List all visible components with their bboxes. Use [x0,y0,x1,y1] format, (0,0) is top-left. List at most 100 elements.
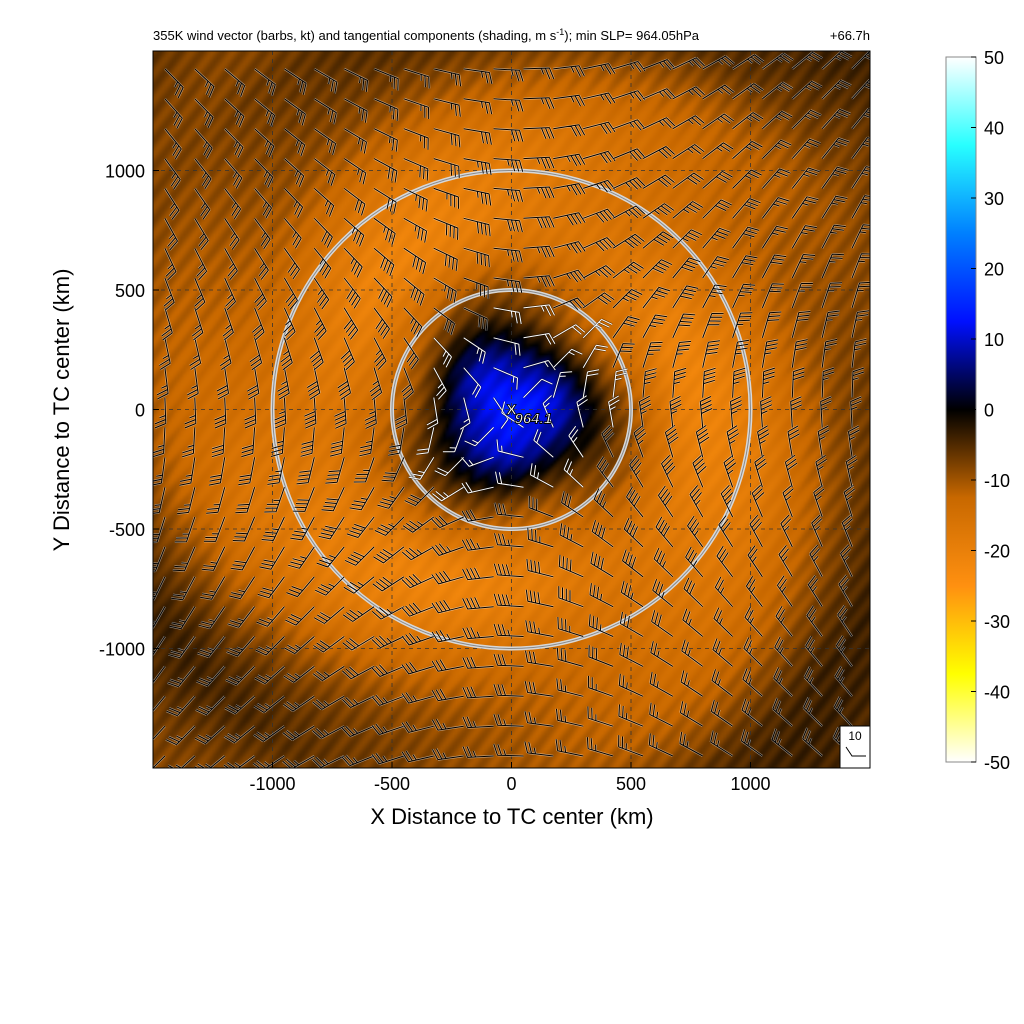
wind-barb [612,61,646,73]
wind-barb [649,702,674,727]
wind-barb [702,284,727,309]
wind-barb [493,247,523,263]
wind-barb [526,558,554,578]
x-axis-ticks: -1000 -500 0 500 1000 [249,762,771,794]
wind-barb [761,225,789,249]
wind-barb [194,158,212,190]
wind-barb [433,247,458,272]
wind-barb [181,427,196,458]
wind-barb [174,516,196,543]
wind-barb [835,635,853,667]
wind-barb [431,599,464,614]
wind-barb [432,486,464,502]
wind-barb [232,516,256,542]
wind-barb [222,307,234,341]
wind-barb [820,396,832,428]
wind-barb [284,98,306,126]
wind-barb [790,396,803,428]
wind-barb [340,337,355,371]
wind-barb [402,516,435,533]
wind-barb [723,454,737,488]
wind-barb [187,367,199,400]
wind-barb [253,755,285,768]
wind-barb [588,614,614,637]
wind-barb [730,396,743,428]
wind-barb [341,725,375,737]
wind-barb [661,455,676,488]
wind-barb [791,339,808,368]
wind-barb [845,455,858,488]
y-tick-label: 500 [115,281,145,301]
wind-barbs [153,51,870,768]
wind-barb [283,666,315,683]
wind-barb [284,68,307,95]
wind-barb [672,57,705,70]
wind-barb [672,257,701,279]
wind-barb [650,641,674,667]
wind-barb [344,546,375,566]
wind-barb [762,197,790,219]
wind-barb [312,695,345,710]
wind-barb [153,457,166,486]
wind-barb [460,397,471,430]
wind-barb [740,729,763,757]
wind-barb [612,289,643,309]
wind-barb [593,488,614,518]
wind-barb [774,636,793,667]
wind-barb [373,217,396,245]
wind-barb [745,576,763,608]
wind-barb [197,636,226,658]
wind-barb [403,158,429,181]
wind-barb [744,606,763,637]
wind-barb [277,367,290,400]
wind-barb [618,673,644,697]
wind-barb [702,113,734,130]
wind-barb [337,367,351,400]
wind-barb [493,367,518,390]
wind-barb [284,636,315,655]
wind-barb [612,90,646,102]
wind-barb [683,577,704,608]
wind-barb [582,265,616,279]
wind-barb [433,217,459,240]
wind-barb [815,454,827,488]
wind-barb [791,51,823,70]
wind-barb [349,486,375,511]
x-tick-label: 1000 [730,774,770,794]
wind-barb [493,563,524,578]
wind-barb [401,661,434,675]
wind-barb [619,611,644,637]
wind-barb [318,516,345,540]
wind-barb [732,226,760,249]
wind-barb [586,737,614,757]
wind-barb [166,695,196,717]
wind-barb [583,208,616,223]
wind-barb [791,109,822,130]
wind-barb [313,606,345,624]
wind-barb [433,277,457,303]
wind-barb [164,98,183,129]
wind-barb [620,580,644,608]
wind-barb [523,186,555,199]
wind-barb [680,670,703,697]
wind-barb [325,457,345,484]
wind-barb [813,484,825,518]
wind-barb [493,158,524,172]
wind-barb [442,427,465,453]
wind-barb [851,51,870,70]
wind-barb [334,397,347,429]
wind-barb [527,527,554,548]
colorbar-ticks: 50 40 30 20 10 0 -10 -20 -30 -40 -50 [971,48,1010,773]
wind-barb [762,53,794,70]
wind-barb [525,589,554,608]
wind-barb [403,277,425,306]
wind-barb [493,217,523,233]
wind-barb [296,457,315,485]
wind-barb [732,169,762,189]
wind-barb [851,137,870,159]
wind-barb [608,395,620,428]
wind-barb [851,338,867,368]
wind-barb [633,424,647,458]
wind-barb [353,457,375,483]
